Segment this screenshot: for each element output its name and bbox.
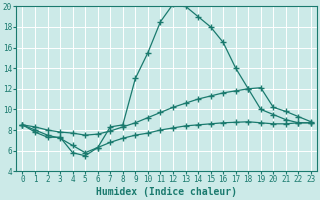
- X-axis label: Humidex (Indice chaleur): Humidex (Indice chaleur): [96, 187, 237, 197]
